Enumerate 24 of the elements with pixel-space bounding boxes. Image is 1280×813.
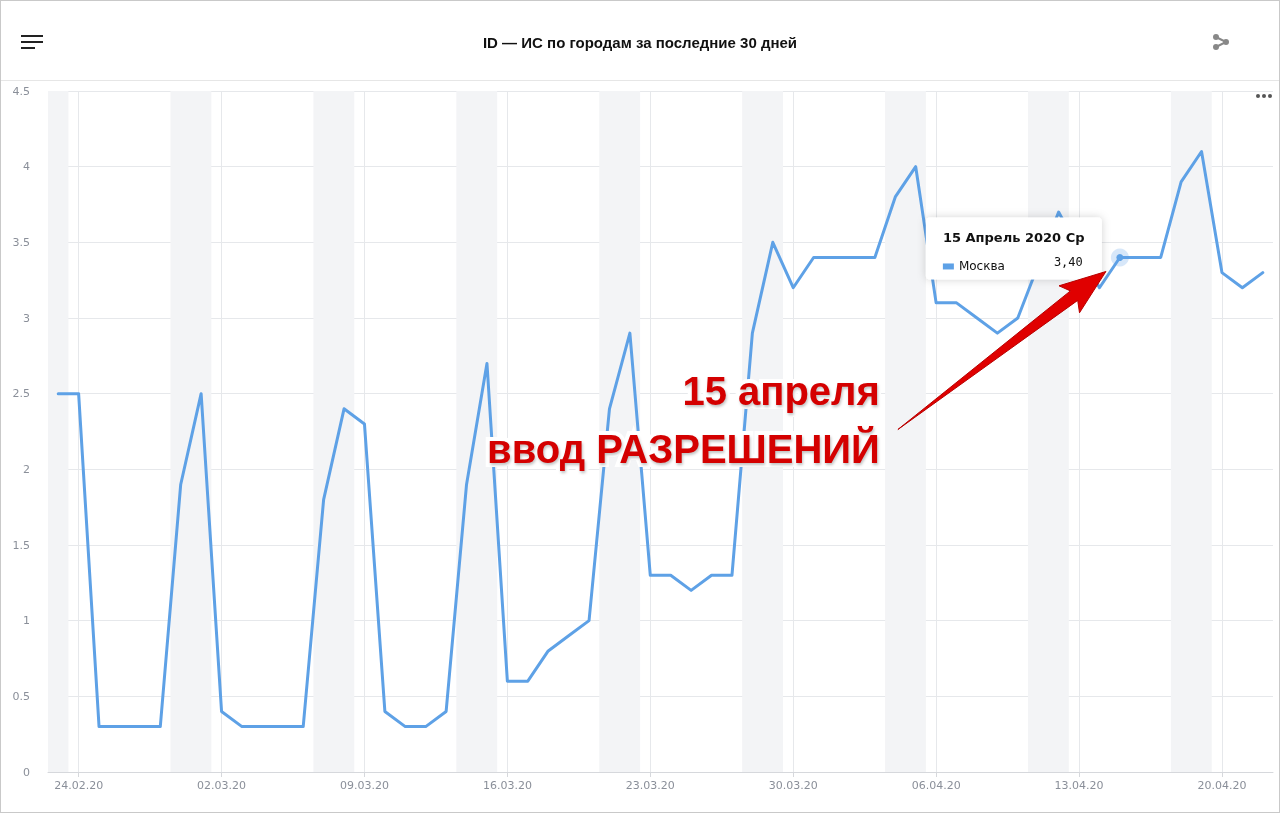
chart-title: ID — ИС по городам за последние 30 дней [481, 34, 799, 51]
legend-label: Москва [958, 259, 1005, 274]
y-tick-label: 4.5 [12, 84, 30, 98]
y-tick-label: 3.5 [12, 235, 30, 249]
x-tick-label: 02.03.20 [197, 779, 247, 792]
annotation: 3,40 [1053, 255, 1083, 270]
y-tick-label: 0 [23, 765, 30, 779]
y-tick-label: 4 [23, 160, 30, 174]
x-tick-label: 06.04.20 [911, 779, 961, 792]
x-tick-label: 09.03.20 [339, 779, 389, 792]
y-tick-label: 0.5 [12, 689, 30, 703]
line-series [56, 150, 1265, 729]
x-tick-label: 24.02.20 [54, 779, 104, 792]
x-tick-label: 13.04.20 [1054, 779, 1104, 792]
x-tick-label: 16.03.20 [482, 779, 532, 792]
x-tick-label: 30.03.20 [768, 779, 818, 792]
x-tick-label: 23.03.20 [625, 779, 675, 792]
annotation: 15 Апрель 2020 Ср [942, 230, 1085, 246]
y-tick-label: 1 [23, 614, 30, 628]
y-tick-label: 2.5 [12, 387, 30, 401]
x-tick-label: 20.04.20 [1197, 779, 1247, 792]
y-tick-label: 3 [23, 311, 30, 325]
y-tick-label: 2 [23, 462, 30, 476]
y-tick-label: 1.5 [12, 538, 30, 552]
